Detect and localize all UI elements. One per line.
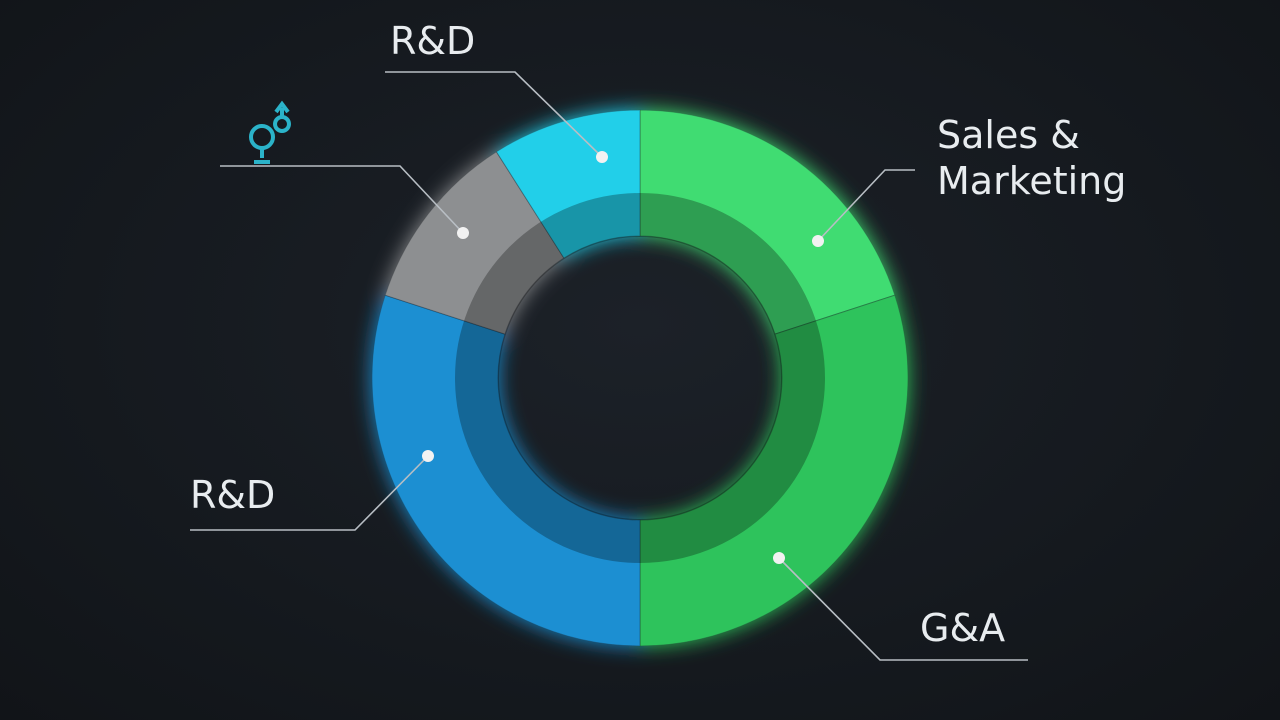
donut-segment: [495, 109, 641, 259]
leader-line: [220, 165, 464, 234]
icon: [249, 100, 291, 164]
category-label: R&D: [190, 473, 276, 517]
leader-line: [190, 455, 429, 531]
leader-dot: [773, 552, 785, 564]
leader-line: [778, 557, 1028, 661]
category-label: Sales & Marketing: [937, 113, 1127, 203]
leader-dot: [457, 227, 469, 239]
leader-dot: [422, 450, 434, 462]
leader-dot: [596, 151, 608, 163]
donut-segment: [639, 109, 896, 335]
donut: [371, 109, 909, 647]
leader-line: [817, 169, 915, 242]
leader-line: [385, 71, 603, 158]
category-label: R&D: [390, 19, 476, 63]
donut-segment: [639, 294, 909, 647]
leader-dot: [812, 235, 824, 247]
category-label: G&A: [920, 606, 1006, 650]
donut-segment: [371, 294, 641, 647]
inner-band: [455, 193, 825, 563]
